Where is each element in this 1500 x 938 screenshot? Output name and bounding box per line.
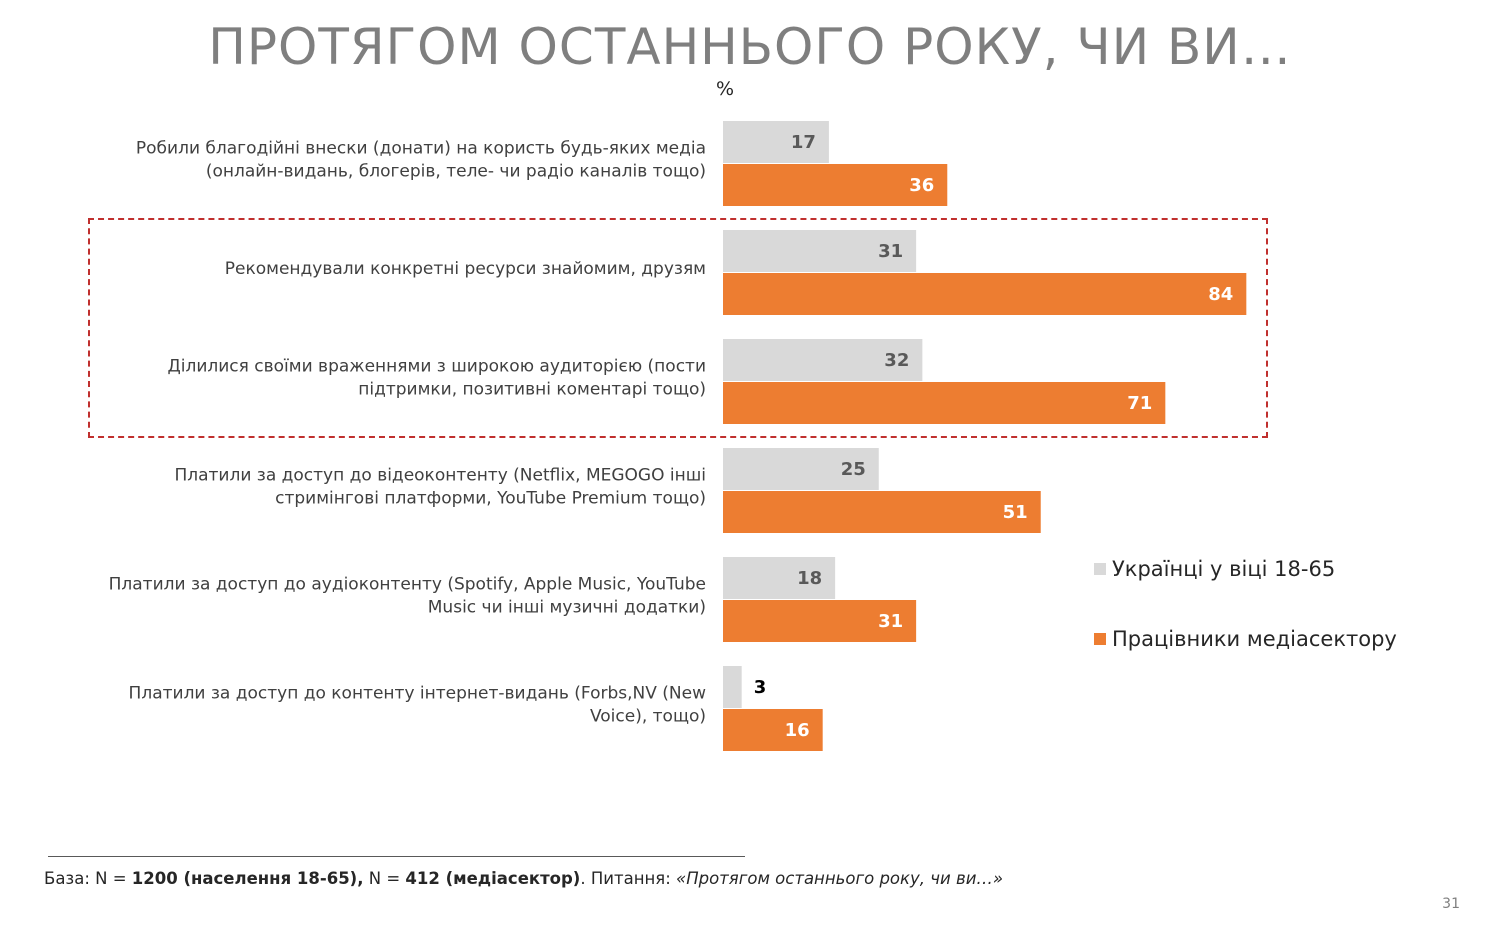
footnote-mid: N = <box>363 869 406 888</box>
bar-media-4 <box>723 600 917 642</box>
bar-population-4 <box>723 557 836 599</box>
legend-swatch-population <box>1094 563 1106 575</box>
category-label-3-line-0: Платили за доступ до відеоконтенту (Netf… <box>174 466 706 486</box>
bar-population-2 <box>723 339 923 381</box>
value-label-population-1: 31 <box>878 241 903 262</box>
bar-chart: 17 36 Робили благодійні внески (донати) на… <box>109 121 1247 751</box>
slide-title: ПРОТЯГОМ ОСТАННЬОГО РОКУ, ЧИ ВИ… <box>208 18 1292 76</box>
category-label-4-line-1: Music чи інші музичні додатки) <box>428 598 706 618</box>
category-label-5-line-1: Voice), тощо) <box>590 707 706 727</box>
footnote-question-prefix: . Питання: <box>580 869 677 888</box>
category-label-3-line-1: стримінгові платформи, YouTube Premium т… <box>275 489 706 509</box>
legend-label-population: Українці у віці 18-65 <box>1112 557 1336 581</box>
category-label-5-line-0: Платили за доступ до контенту інтернет-в… <box>129 684 707 704</box>
category-label-1-line-0: Рекомендували конкретні ресурси знайомим… <box>225 259 706 279</box>
category-label-4-line-0: Платили за доступ до аудіоконтенту (Spot… <box>109 575 706 595</box>
legend-swatch-media <box>1094 633 1106 645</box>
value-label-population-0: 17 <box>791 132 816 153</box>
legend-label-media: Працівники медіасектору <box>1112 627 1397 651</box>
category-label-0-line-0: Робили благодійні внески (донати) на кор… <box>136 139 706 159</box>
legend: Українці у віці 18-65 Працівники медіасе… <box>1094 554 1397 694</box>
bar-media-5 <box>723 709 823 751</box>
value-label-population-3: 25 <box>841 459 866 480</box>
legend-item-media: Працівники медіасектору <box>1094 624 1397 654</box>
bar-population-3 <box>723 448 879 490</box>
page-number: 31 <box>1442 896 1460 912</box>
bar-media-2 <box>723 382 1166 424</box>
bar-media-0 <box>723 164 948 206</box>
bar-media-1 <box>723 273 1247 315</box>
legend-item-population: Українці у віці 18-65 <box>1094 554 1397 584</box>
value-label-media-3: 51 <box>1003 502 1028 523</box>
value-label-media-0: 36 <box>909 175 934 196</box>
category-label-2-line-0: Ділилися своїми враженнями з широкою ауд… <box>167 357 706 377</box>
footnote-prefix: База: N = <box>44 869 132 888</box>
footnote-n1: 1200 (населення 18-65), <box>131 869 364 888</box>
value-label-population-2: 32 <box>884 350 909 371</box>
value-label-population-5: 3 <box>754 677 767 698</box>
footnote-question: «Протягом останнього року, чи ви…» <box>676 869 1004 888</box>
unit-label: % <box>715 78 735 100</box>
value-label-media-5: 16 <box>785 720 810 741</box>
value-label-media-2: 71 <box>1127 393 1152 414</box>
footnote: База: N = 1200 (населення 18-65), N = 41… <box>44 869 1003 888</box>
value-label-media-4: 31 <box>878 611 903 632</box>
category-label-2-line-1: підтримки, позитивні коментарі тощо) <box>358 380 706 400</box>
bar-population-1 <box>723 230 917 272</box>
footnote-n2: 412 (медіасектор) <box>405 869 581 888</box>
highlight-box <box>88 218 1268 438</box>
value-label-population-4: 18 <box>797 568 822 589</box>
bar-media-3 <box>723 491 1041 533</box>
bar-population-0 <box>723 121 829 163</box>
value-label-media-1: 84 <box>1208 284 1233 305</box>
category-label-0-line-1: (онлайн-видань, блогерів, теле- чи радіо… <box>206 162 706 182</box>
bar-population-5 <box>723 666 742 708</box>
footnote-divider <box>48 856 745 857</box>
